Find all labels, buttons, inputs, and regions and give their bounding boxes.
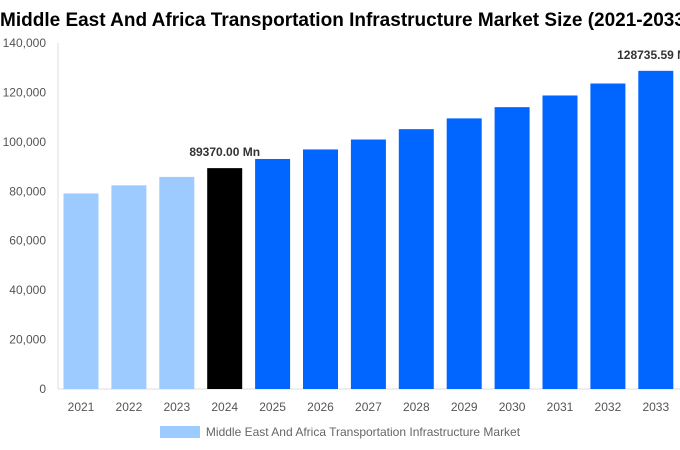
bar-2026 — [303, 149, 338, 389]
y-tick-label: 120,000 — [3, 85, 47, 99]
bar-2029 — [446, 118, 482, 389]
bar-2031 — [542, 95, 578, 389]
x-tick-label: 2027 — [355, 400, 382, 414]
bar-2025 — [255, 158, 291, 389]
y-tick-label: 0 — [39, 382, 46, 396]
bar-2027 — [350, 139, 386, 389]
x-tick-label: 2025 — [259, 400, 286, 414]
x-tick-label: 2031 — [547, 400, 574, 414]
data-label-2024: 89370.00 Mn — [189, 145, 260, 159]
bar-2024 — [207, 168, 243, 389]
y-tick-label: 20,000 — [9, 333, 46, 347]
bar-2032 — [590, 83, 626, 389]
x-tick-label: 2033 — [642, 400, 669, 414]
y-tick-label: 140,000 — [3, 36, 47, 50]
bar-2033 — [638, 70, 674, 390]
bar-chart: 0 20,000 40,000 60,000 80,000 100,000 120,000 1… — [3, 36, 680, 414]
legend-swatch — [159, 426, 200, 438]
x-tick-label: 2028 — [403, 400, 430, 414]
y-tick-label: 100,000 — [3, 135, 47, 149]
chart-title: Middle East And Africa Transportation In… — [0, 10, 680, 31]
legend-label: Middle East And Africa Transportation In… — [205, 425, 521, 439]
legend: Middle East And Africa Transportation In… — [0, 425, 680, 439]
y-tick-label: 40,000 — [9, 283, 46, 297]
x-tick-label: 2032 — [595, 400, 622, 414]
x-tick-label: 2029 — [451, 400, 478, 414]
x-tick-label: 2022 — [116, 400, 143, 414]
y-tick-label: 80,000 — [9, 184, 46, 198]
data-label-2033: 128735.59 Mn — [617, 48, 680, 62]
x-tick-label: 2024 — [211, 400, 238, 414]
x-tick-label: 2026 — [307, 400, 334, 414]
bar-2028 — [398, 129, 434, 390]
bar-2030 — [494, 107, 530, 389]
bar-2022 — [111, 185, 147, 389]
x-tick-label: 2023 — [163, 400, 190, 414]
x-tick-label: 2021 — [68, 400, 95, 414]
bar-2023 — [159, 176, 195, 389]
bar-2021 — [63, 193, 99, 389]
x-tick-label: 2030 — [499, 400, 526, 414]
y-tick-label: 60,000 — [9, 234, 46, 248]
